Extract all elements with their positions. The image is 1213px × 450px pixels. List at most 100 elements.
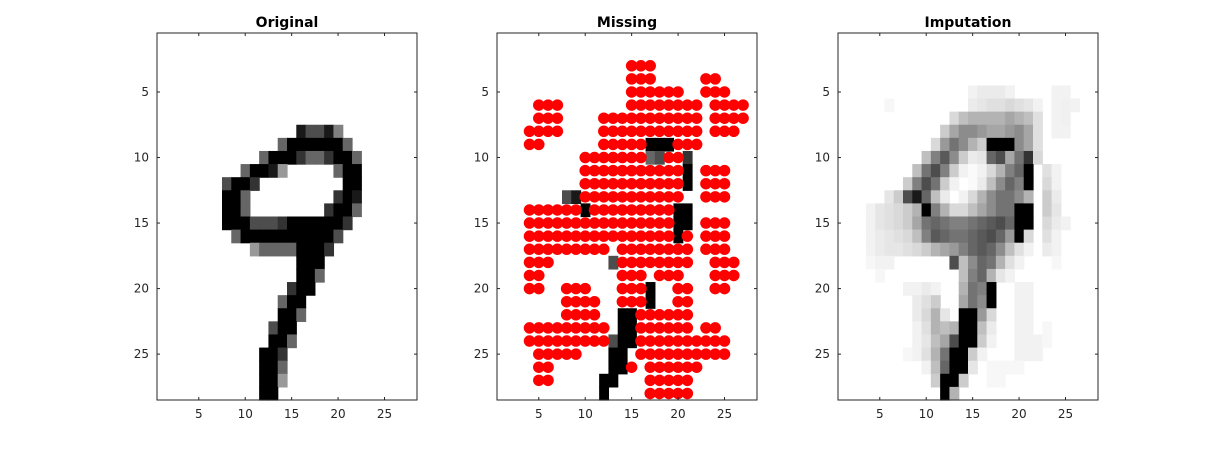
missing-marker — [709, 230, 721, 242]
missing-marker — [635, 99, 647, 111]
missing-marker — [625, 112, 638, 124]
pixel-cell — [921, 229, 932, 244]
pixel-cell — [1023, 203, 1034, 218]
pixel-cell — [1014, 295, 1025, 309]
pixel-cell — [977, 282, 988, 296]
missing-marker — [542, 361, 554, 373]
missing-marker — [681, 230, 694, 242]
pixel-cell — [259, 347, 270, 362]
pixel-cell — [1023, 308, 1034, 322]
pixel-cell — [617, 321, 628, 336]
pixel-cell — [1005, 164, 1016, 178]
pixel-cell — [1005, 268, 1016, 283]
pixel-cell — [249, 164, 260, 178]
missing-marker — [523, 269, 536, 282]
pixel-cell — [342, 137, 353, 152]
missing-marker — [635, 73, 647, 85]
missing-marker — [709, 217, 721, 229]
pixel-cell — [277, 373, 288, 388]
pixel-cell — [1042, 190, 1053, 204]
missing-marker — [653, 243, 666, 256]
pixel-cell — [949, 111, 960, 126]
pixel-cell — [930, 242, 941, 257]
pixel-cell — [240, 203, 251, 218]
missing-marker — [533, 138, 545, 151]
pixel-cell — [1060, 85, 1071, 100]
pixel-cell — [921, 203, 932, 218]
pixel-cell — [930, 150, 941, 165]
missing-marker — [653, 335, 666, 347]
pixel-cell — [1023, 137, 1034, 152]
pixel-cell — [333, 124, 344, 139]
missing-marker — [533, 204, 545, 216]
missing-marker — [709, 256, 721, 269]
pixel-cell — [977, 124, 988, 139]
missing-marker — [672, 151, 684, 164]
missing-marker — [672, 112, 684, 124]
pixel-cell — [921, 242, 932, 257]
pixel-cell — [608, 373, 619, 388]
missing-marker — [672, 86, 684, 98]
pixel-cell — [930, 308, 941, 322]
missing-marker — [644, 73, 656, 85]
missing-marker — [523, 322, 536, 334]
pixel-cell — [277, 360, 288, 375]
missing-marker — [672, 256, 684, 269]
pixel-cell — [995, 268, 1006, 283]
pixel-cell — [231, 190, 242, 204]
pixel-cell — [277, 334, 288, 349]
pixel-cell — [1005, 137, 1016, 152]
missing-marker — [533, 335, 545, 347]
pixel-cell — [1023, 216, 1034, 231]
pixel-cell — [968, 321, 978, 336]
panel-title: Imputation — [924, 15, 1011, 31]
missing-marker — [579, 309, 591, 321]
missing-marker — [588, 309, 601, 321]
pixel-cell — [912, 216, 923, 231]
missing-marker — [588, 204, 601, 216]
pixel-cell — [949, 124, 960, 139]
pixel-cell — [1051, 111, 1062, 126]
pixel-cell — [865, 229, 876, 244]
pixel-cell — [1033, 98, 1043, 113]
pixel-cell — [949, 321, 960, 336]
y-tick-label: 25 — [474, 347, 489, 361]
missing-marker — [598, 335, 610, 347]
pixel-cell — [958, 203, 969, 218]
missing-marker — [700, 243, 712, 256]
pixel-cell — [305, 216, 316, 231]
pixel-cell — [1051, 255, 1062, 270]
pixel-cell — [884, 255, 895, 270]
missing-marker — [625, 164, 638, 177]
pixel-cell — [968, 334, 978, 349]
missing-marker — [542, 217, 554, 229]
pixel-cell — [930, 177, 941, 191]
missing-marker — [653, 125, 666, 138]
pixel-cell — [645, 150, 656, 165]
pixel-cell — [1042, 216, 1053, 231]
x-tick-label: 20 — [1011, 407, 1026, 421]
missing-marker — [681, 295, 694, 308]
pixel-cell — [1042, 334, 1053, 349]
missing-marker — [681, 256, 694, 269]
missing-marker — [728, 256, 740, 269]
missing-marker — [579, 295, 591, 308]
pixel-cell — [958, 373, 969, 388]
pixel-cell — [986, 177, 997, 191]
x-tick-label: 20 — [330, 407, 345, 421]
pixel-cell — [977, 98, 988, 113]
pixel-cell — [921, 334, 932, 349]
pixel-cell — [259, 150, 270, 165]
missing-marker — [616, 217, 629, 229]
missing-marker — [607, 217, 619, 229]
missing-marker — [700, 73, 712, 85]
pixel-cell — [305, 124, 316, 139]
pixel-cell — [1023, 164, 1034, 178]
pixel-cell — [222, 216, 232, 231]
missing-marker — [728, 112, 740, 124]
missing-marker — [598, 243, 610, 256]
pixel-cell — [324, 203, 335, 218]
pixel-cell — [875, 268, 886, 283]
missing-marker — [728, 99, 740, 111]
pixel-cell — [324, 150, 335, 165]
